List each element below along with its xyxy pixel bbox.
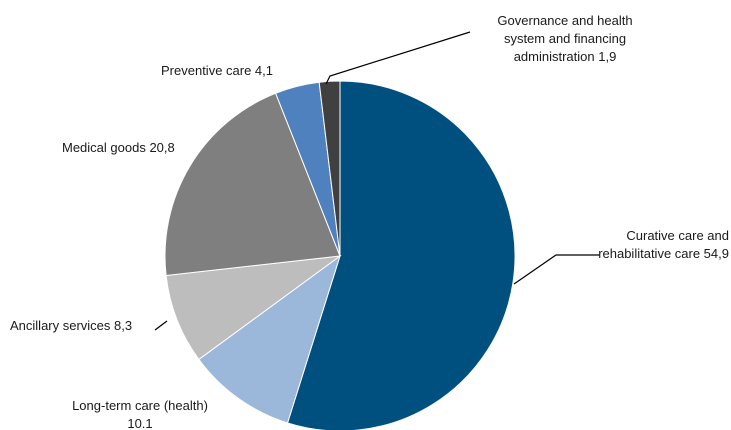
leader-line — [514, 255, 600, 284]
slice-label-line: rehabilitative care 54,9 — [598, 246, 729, 261]
slice-label: Preventive care 4,1 — [161, 63, 273, 78]
leader-line — [155, 321, 167, 330]
slice-label-line: system and financing — [504, 31, 626, 46]
slice-label-line: administration 1,9 — [514, 49, 617, 64]
slice-label-line: Medical goods 20,8 — [62, 140, 175, 155]
slice-label: Long-term care (health) 10.1 — [72, 398, 208, 430]
slice-label-line: Curative care and — [626, 228, 729, 243]
slice-label-line: Governance and health — [497, 13, 632, 28]
slice-label-line: Ancillary services 8,3 — [10, 318, 132, 333]
pie-slices — [165, 81, 515, 430]
leader-line — [326, 32, 470, 84]
slice-label: Governance and health system and financin… — [497, 13, 632, 64]
slice-label-line: Long-term care (health) — [72, 398, 208, 413]
slice-label: Curative care and rehabilitative care 54,… — [598, 228, 729, 261]
slice-label-line: Preventive care 4,1 — [161, 63, 273, 78]
slice-label: Medical goods 20,8 — [62, 140, 175, 155]
slice-label-line: 10.1 — [127, 416, 152, 430]
slice-label: Ancillary services 8,3 — [10, 318, 132, 333]
